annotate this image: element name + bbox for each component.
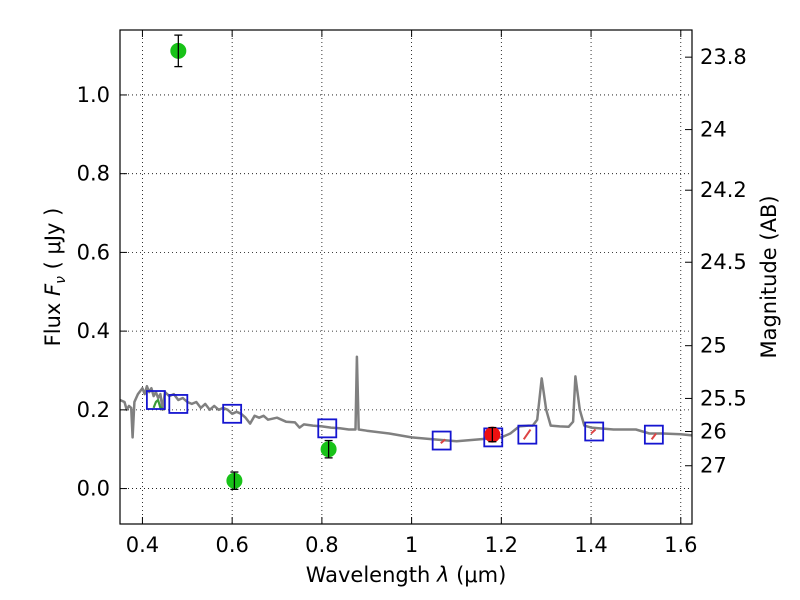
model-photometry-square (145, 390, 166, 410)
model-photometry-square (168, 394, 189, 414)
x-tick-label: 1.4 (574, 533, 607, 557)
y-axis-label: Flux Fν ( μJy ) (41, 208, 69, 347)
y2-tick-label: 24.5 (700, 250, 747, 274)
grid (120, 30, 692, 524)
model-photometry-square (584, 421, 605, 442)
model-photometry-square (517, 424, 538, 445)
axis-ticks: 0.4 0.6 0.8 1 1.2 1.4 1.6 0.0 0.2 0.4 0.6 0.8 1.0 23.… (77, 30, 747, 557)
y2-tick-label: 23.8 (700, 45, 747, 69)
x-tick-label: 0.6 (215, 533, 248, 557)
y2-tick-label: 25 (700, 334, 727, 358)
y-tick-label: 0.4 (77, 319, 110, 343)
model-photometry-square (431, 430, 452, 451)
plot-frame (119, 29, 693, 525)
y-tick-label: 0.0 (77, 477, 110, 501)
x-tick-label: 1 (405, 533, 418, 557)
y-tick-label: 0.2 (77, 398, 110, 422)
model-segment-green (152, 398, 163, 409)
y2-tick-label: 24.2 (700, 178, 747, 202)
model-segment-red (590, 428, 597, 435)
x-tick-label: 0.4 (126, 533, 159, 557)
y2-tick-label: 27 (700, 454, 727, 478)
x-tick-label: 1.6 (664, 533, 697, 557)
x-tick-label: 0.8 (305, 533, 338, 557)
x-axis-label: Wavelength λ (μm) (306, 563, 507, 587)
y-tick-label: 0.6 (77, 240, 110, 264)
model-photometry-square (222, 403, 243, 424)
plot-content (120, 34, 692, 491)
x-tick-label: 1.2 (485, 533, 518, 557)
y-tick-label: 1.0 (77, 83, 110, 107)
y2-tick-label: 25.5 (700, 386, 747, 410)
y2-axis-label: Magnitude (AB) (757, 195, 781, 358)
model-photometry-square (317, 418, 338, 439)
y2-tick-label: 26 (700, 419, 727, 443)
model-segment-red (650, 432, 657, 440)
model-segment-red (522, 428, 532, 440)
model-photometry-square (643, 424, 664, 445)
model-segment-red (440, 438, 446, 445)
y-tick-label: 0.8 (77, 162, 110, 186)
model-spectrum-line (120, 355, 692, 443)
y2-tick-label: 24 (700, 118, 727, 142)
